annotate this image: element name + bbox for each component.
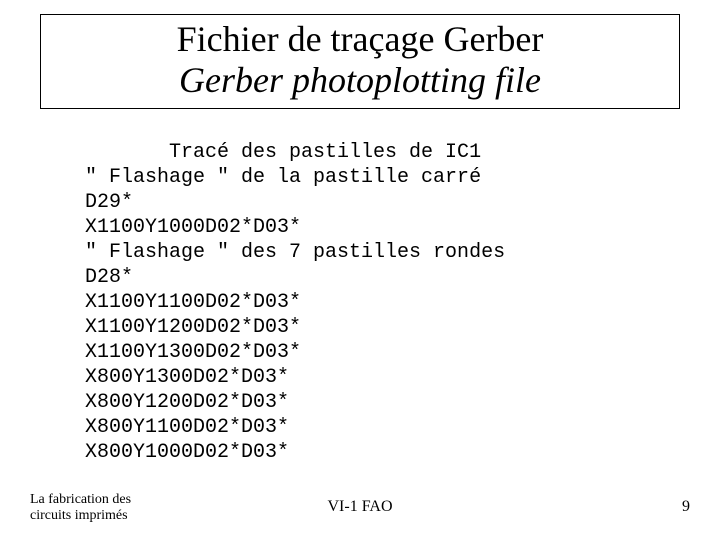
code-line: X1100Y1000D02*D03* [85, 216, 301, 239]
code-line: X800Y1100D02*D03* [85, 416, 289, 439]
code-line: " Flashage " de la pastille carré [85, 166, 481, 189]
title-box: Fichier de traçage Gerber Gerber photopl… [40, 14, 680, 109]
slide: Fichier de traçage Gerber Gerber photopl… [0, 0, 720, 540]
code-line: D28* [85, 266, 133, 289]
code-line: X800Y1300D02*D03* [85, 366, 289, 389]
code-line: D29* [85, 191, 133, 214]
footer-center: VI-1 FAO [0, 498, 720, 516]
title-line2: Gerber photoplotting file [49, 60, 671, 101]
code-line: X1100Y1100D02*D03* [85, 291, 301, 314]
title-line1: Fichier de traçage Gerber [49, 19, 671, 60]
code-line: Tracé des pastilles de IC1 [85, 141, 481, 164]
code-line: X800Y1000D02*D03* [85, 441, 289, 464]
code-line: X1100Y1300D02*D03* [85, 341, 301, 364]
code-line: X800Y1200D02*D03* [85, 391, 289, 414]
code-block: Tracé des pastilles de IC1 " Flashage " … [85, 140, 505, 465]
code-line: X1100Y1200D02*D03* [85, 316, 301, 339]
footer-page-number: 9 [682, 498, 690, 516]
code-line: " Flashage " des 7 pastilles rondes [85, 241, 505, 264]
